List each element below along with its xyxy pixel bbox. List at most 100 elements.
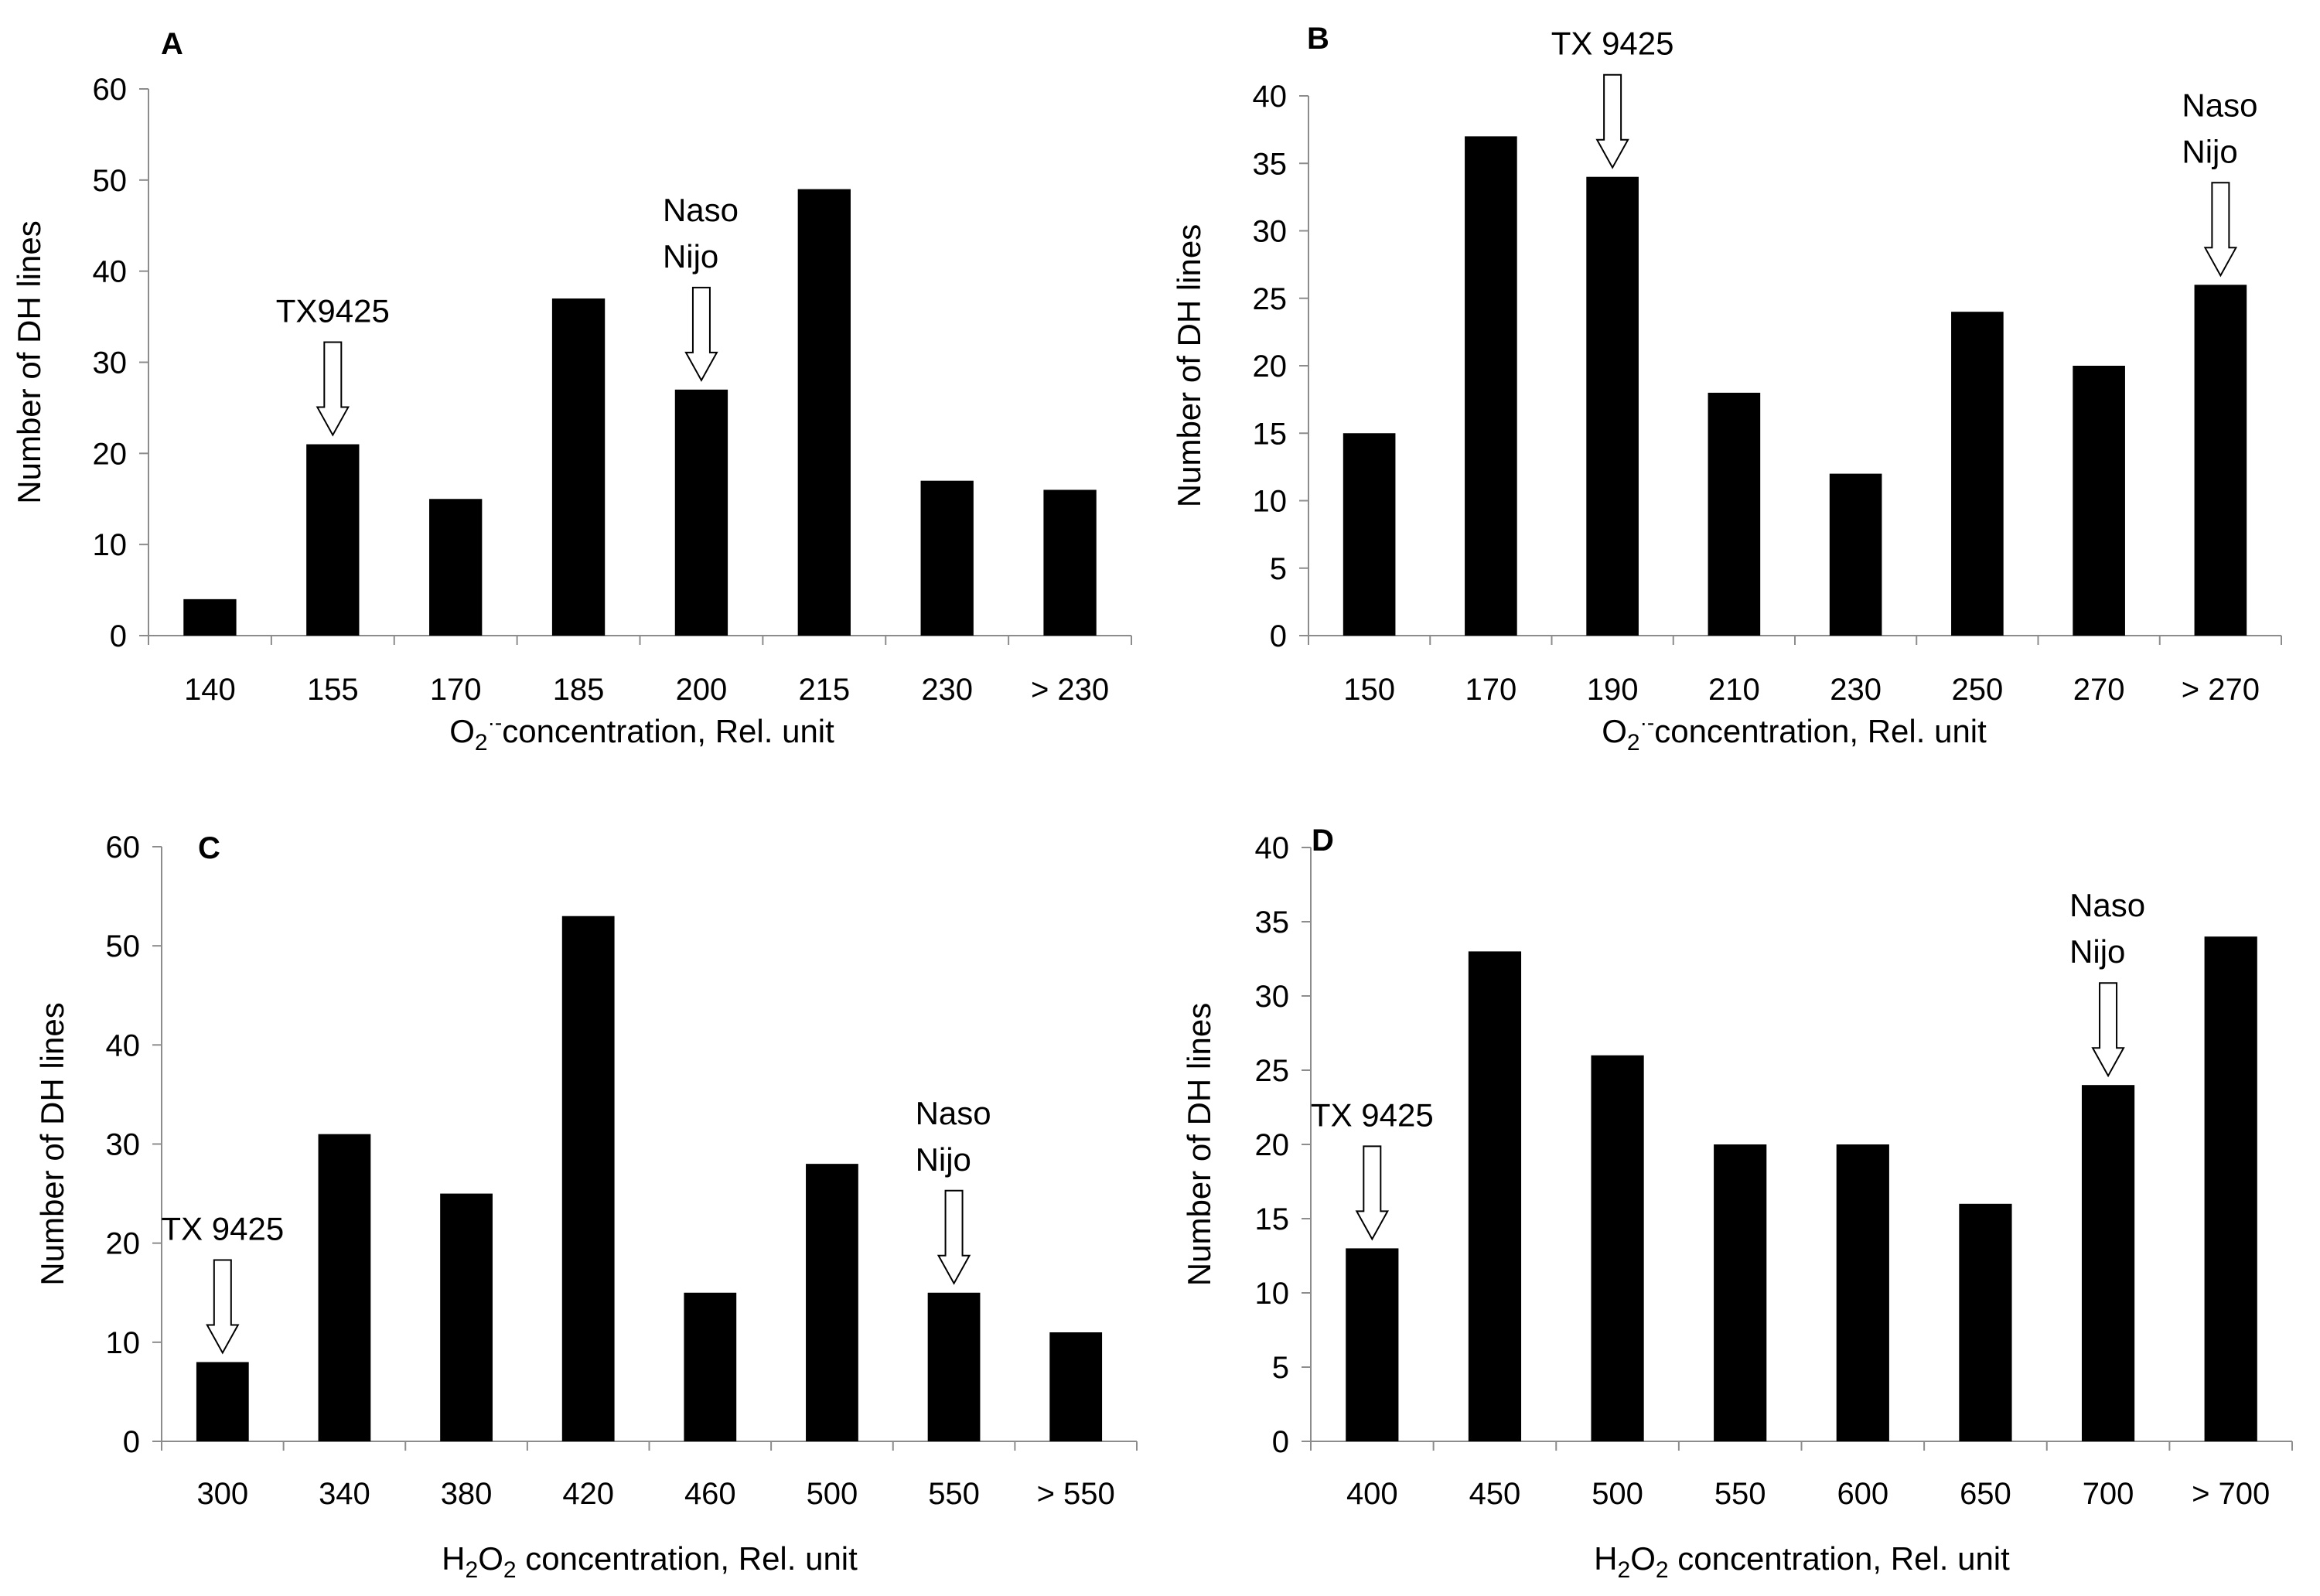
x-tick-label: 550 (928, 1477, 980, 1511)
x-tick-label: 215 (798, 673, 850, 707)
y-tick-label: 20 (93, 437, 128, 471)
x-title-subscript: 2 (466, 1557, 479, 1583)
y-tick-label: 15 (1255, 1202, 1290, 1236)
x-tick-label: 270 (2073, 673, 2125, 707)
x-tick-label: 550 (1714, 1477, 1766, 1511)
y-tick-label: 10 (1253, 485, 1288, 519)
x-tick-label: 600 (1837, 1477, 1888, 1511)
x-title-part: concentration, Rel. unit (502, 713, 834, 749)
annotation-arrow (1355, 1145, 1390, 1241)
bar (561, 916, 615, 1441)
x-title-part: O (1602, 713, 1627, 749)
y-tick-label: 5 (1272, 1351, 1289, 1385)
panel-letter: D (1312, 824, 1334, 858)
bar (1043, 489, 1097, 636)
y-tick-label: 20 (106, 1227, 141, 1261)
bar (306, 444, 360, 636)
chart-panel-c: C 0 10 20 30 40 50 60 300 340 380 420 460 500 550 > 550… (34, 830, 1138, 1583)
y-tick-label: 20 (1253, 350, 1288, 384)
annotation-label: TX 9425 (1551, 26, 1674, 62)
x-tick-label: 150 (1343, 673, 1395, 707)
x-title-part: O (449, 713, 475, 749)
x-axis-title: O2·-concentration, Rel. unit (449, 711, 834, 755)
x-tick-label: 190 (1587, 673, 1639, 707)
annotation-label: Naso (663, 192, 739, 228)
bar (806, 1164, 858, 1441)
x-title-part: O (1630, 1540, 1656, 1577)
x-tick-label: 200 (676, 673, 728, 707)
y-tick-label: 30 (93, 346, 128, 380)
bar (674, 389, 728, 636)
x-tick-label: 230 (1830, 673, 1882, 707)
x-tick-label: 450 (1469, 1477, 1521, 1511)
bar (1829, 473, 1882, 636)
y-tick-label: 0 (1272, 1425, 1289, 1459)
x-tick-label: 400 (1346, 1477, 1398, 1511)
y-axis-title: Number of DH lines (1181, 1003, 1217, 1286)
x-tick-label: 170 (430, 673, 482, 707)
y-tick-label: 10 (106, 1326, 141, 1360)
y-tick-label: 40 (1255, 831, 1290, 865)
y-axis-title: Number of DH lines (1171, 224, 1207, 507)
x-title-part: concentration, Rel. unit (1654, 713, 1987, 749)
annotation-label: Nijo (2182, 133, 2237, 169)
bar (318, 1134, 371, 1441)
y-tick-label: 0 (110, 619, 127, 653)
x-tick-label: 700 (2083, 1477, 2134, 1511)
x-title-subscript: 2 (1627, 730, 1640, 755)
x-title-superscript: ·- (1640, 711, 1655, 735)
x-title-subscript: 2 (475, 730, 488, 755)
chart-panel-a: A 0 10 20 30 40 50 60 140 155 170 185 200 215 230 > 230… (11, 27, 1132, 755)
y-tick-label: 60 (93, 73, 128, 107)
x-title-part: concentration, Rel. unit (1669, 1540, 2011, 1577)
y-tick-label: 40 (106, 1028, 141, 1062)
bar (440, 1193, 493, 1441)
annotation-arrow (1595, 73, 1629, 169)
x-axis-title: O2·-concentration, Rel. unit (1602, 711, 1987, 755)
x-tick-label: 460 (684, 1477, 736, 1511)
bar (551, 298, 606, 636)
bar (429, 499, 483, 636)
y-tick-label: 15 (1253, 417, 1288, 451)
bar (1465, 136, 1517, 636)
annotation-label: Naso (2182, 87, 2257, 123)
x-tick-label: 650 (1960, 1477, 2011, 1511)
bar (2081, 1085, 2135, 1441)
y-tick-label: 25 (1255, 1054, 1290, 1088)
y-tick-label: 10 (93, 528, 128, 562)
bar (797, 189, 851, 636)
y-tick-label: 20 (1255, 1128, 1290, 1162)
x-title-part: O (478, 1540, 503, 1577)
annotation-label: Nijo (2069, 933, 2125, 970)
y-tick-label: 30 (1255, 980, 1290, 1014)
y-tick-label: 30 (106, 1128, 141, 1162)
bar (1951, 312, 2004, 636)
bar (1836, 1144, 1889, 1441)
x-title-subscript: 2 (1656, 1557, 1669, 1583)
bar (927, 1292, 981, 1441)
x-tick-label: > 550 (1037, 1477, 1115, 1511)
bar (196, 1362, 249, 1441)
annotation-label: TX 9425 (1311, 1096, 1434, 1133)
panel-letter: C (198, 831, 220, 865)
chart-panel-d: D 0 5 10 15 20 25 30 35 40 400 450 500 550 600 650 700 > … (1181, 824, 2293, 1583)
annotation-arrow (684, 286, 718, 382)
x-tick-label: 230 (921, 673, 973, 707)
x-title-part: H (1594, 1540, 1617, 1577)
bar (183, 598, 237, 636)
annotation-label: TX9425 (276, 293, 390, 329)
x-title-part: concentration, Rel. unit (517, 1540, 858, 1577)
bar (1959, 1203, 2012, 1441)
x-tick-label: 500 (807, 1477, 858, 1511)
panel-letter: B (1307, 22, 1329, 56)
annotation-label: Naso (916, 1095, 991, 1131)
x-title-part: H (442, 1540, 465, 1577)
x-tick-label: 140 (184, 673, 236, 707)
bar (1586, 176, 1639, 636)
y-tick-label: 0 (123, 1425, 140, 1459)
x-tick-label: 340 (319, 1477, 370, 1511)
y-tick-label: 50 (93, 164, 128, 198)
y-axis-title: Number of DH lines (34, 1002, 70, 1285)
y-tick-label: 40 (1253, 80, 1288, 114)
annotation-label: Nijo (663, 238, 718, 275)
